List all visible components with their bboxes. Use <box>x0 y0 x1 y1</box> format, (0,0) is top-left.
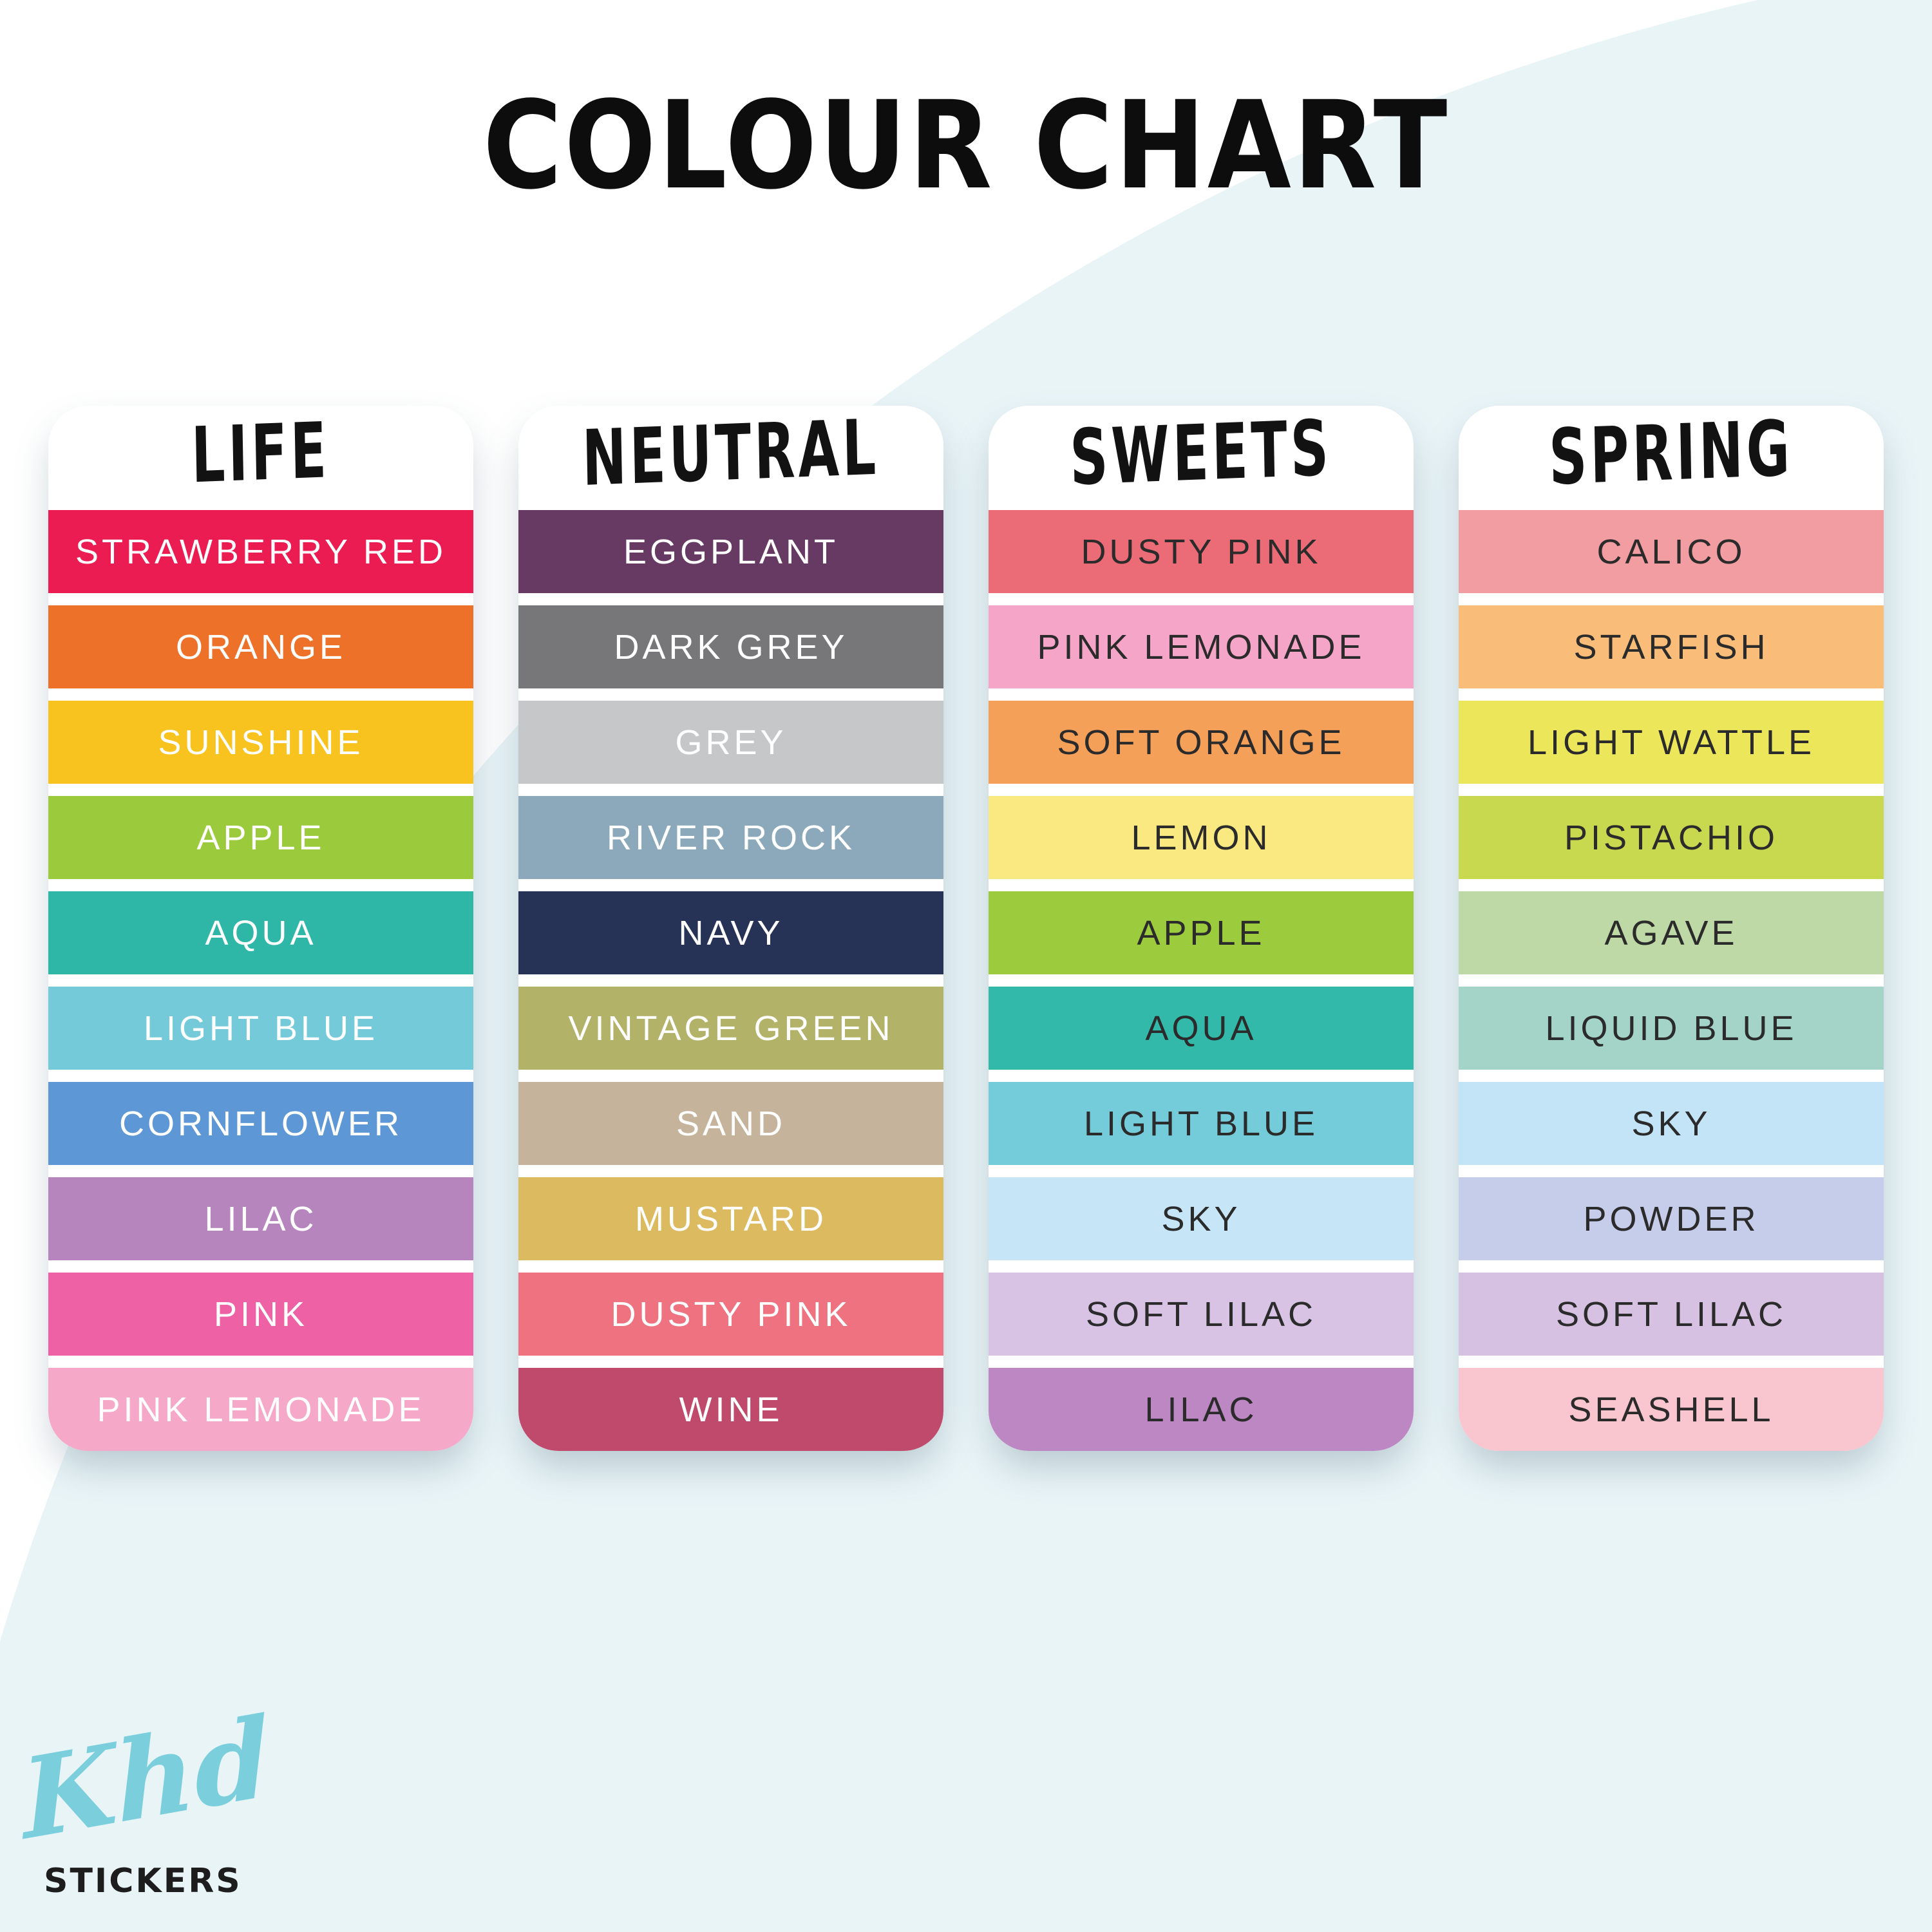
swatch-label: SKY <box>1631 1104 1711 1143</box>
colour-swatch: NAVY <box>518 891 943 974</box>
colour-group-card: SWEETS DUSTY PINK PINK LEMONADE SOFT ORA… <box>989 406 1414 1451</box>
colour-swatch: DUSTY PINK <box>989 510 1414 593</box>
swatch-list: STRAWBERRY RED ORANGE SUNSHINE APPLE AQU… <box>48 510 473 1451</box>
colour-swatch: SOFT ORANGE <box>989 701 1414 784</box>
swatch-label: CORNFLOWER <box>119 1104 402 1143</box>
colour-swatch: SAND <box>518 1082 943 1165</box>
colour-group-header: LIFE <box>190 406 331 500</box>
colour-swatch: DUSTY PINK <box>518 1273 943 1356</box>
colour-swatch: LILAC <box>48 1177 473 1260</box>
swatch-label: LIGHT BLUE <box>1083 1104 1319 1143</box>
colour-swatch: DARK GREY <box>518 605 943 688</box>
colour-swatch: RIVER ROCK <box>518 796 943 879</box>
swatch-label: LIQUID BLUE <box>1545 1009 1797 1048</box>
colour-chart-grid: LIFE STRAWBERRY RED ORANGE SUNSHINE APPL… <box>48 406 1884 1451</box>
colour-group-header: NEUTRAL <box>581 406 880 504</box>
colour-swatch: SOFT LILAC <box>989 1273 1414 1356</box>
swatch-label: LIGHT WATTLE <box>1527 723 1815 762</box>
colour-swatch: LIGHT BLUE <box>989 1082 1414 1165</box>
colour-swatch: AQUA <box>48 891 473 974</box>
swatch-label: AQUA <box>1145 1009 1257 1048</box>
colour-swatch: PINK <box>48 1273 473 1356</box>
swatch-label: MUSTARD <box>635 1199 827 1238</box>
brand-logo: Khd STICKERS <box>18 1692 277 1900</box>
colour-swatch: AGAVE <box>1459 891 1884 974</box>
swatch-label: ORANGE <box>175 627 346 667</box>
colour-swatch: EGGPLANT <box>518 510 943 593</box>
swatch-label: DARK GREY <box>614 627 848 667</box>
colour-swatch: PISTACHIO <box>1459 796 1884 879</box>
colour-swatch: APPLE <box>48 796 473 879</box>
swatch-label: WINE <box>679 1390 783 1429</box>
swatch-label: STRAWBERRY RED <box>75 532 447 571</box>
swatch-list: DUSTY PINK PINK LEMONADE SOFT ORANGE LEM… <box>989 510 1414 1451</box>
colour-swatch: AQUA <box>989 987 1414 1070</box>
swatch-list: CALICO STARFISH LIGHT WATTLE PISTACHIO A… <box>1459 510 1884 1451</box>
colour-group-card: SPRING CALICO STARFISH LIGHT WATTLE PIST… <box>1459 406 1884 1451</box>
colour-swatch: LEMON <box>989 796 1414 879</box>
swatch-label: POWDER <box>1583 1199 1759 1238</box>
colour-swatch: APPLE <box>989 891 1414 974</box>
swatch-label: RIVER ROCK <box>606 818 856 857</box>
colour-swatch: SKY <box>989 1177 1414 1260</box>
colour-swatch: LIGHT BLUE <box>48 987 473 1070</box>
colour-swatch: SKY <box>1459 1082 1884 1165</box>
swatch-label: NAVY <box>678 913 784 952</box>
swatch-label: LILAC <box>204 1199 317 1238</box>
swatch-label: SOFT LILAC <box>1085 1294 1317 1334</box>
colour-swatch: STARFISH <box>1459 605 1884 688</box>
swatch-list: EGGPLANT DARK GREY GREY RIVER ROCK NAVY … <box>518 510 943 1451</box>
colour-group-header: SPRING <box>1548 406 1794 502</box>
logo-script-khd: Khd <box>17 1692 274 1866</box>
colour-swatch: SEASHELL <box>1459 1368 1884 1451</box>
swatch-label: AGAVE <box>1604 913 1738 952</box>
swatch-label: PINK LEMONADE <box>1037 627 1365 667</box>
colour-swatch: POWDER <box>1459 1177 1884 1260</box>
colour-swatch: CALICO <box>1459 510 1884 593</box>
colour-swatch: PINK LEMONADE <box>989 605 1414 688</box>
swatch-label: STARFISH <box>1573 627 1769 667</box>
colour-swatch: SUNSHINE <box>48 701 473 784</box>
colour-swatch: VINTAGE GREEN <box>518 987 943 1070</box>
colour-swatch: WINE <box>518 1368 943 1451</box>
swatch-label: CALICO <box>1596 532 1746 571</box>
colour-group-card: NEUTRAL EGGPLANT DARK GREY GREY RIVER RO… <box>518 406 943 1451</box>
swatch-label: LEMON <box>1131 818 1271 857</box>
colour-group-card: LIFE STRAWBERRY RED ORANGE SUNSHINE APPL… <box>48 406 473 1451</box>
swatch-label: DUSTY PINK <box>1081 532 1321 571</box>
logo-sub-stickers: STICKERS <box>44 1862 242 1900</box>
colour-swatch: LIQUID BLUE <box>1459 987 1884 1070</box>
swatch-label: EGGPLANT <box>623 532 839 571</box>
swatch-label: APPLE <box>196 818 325 857</box>
colour-swatch: LILAC <box>989 1368 1414 1451</box>
swatch-label: SAND <box>676 1104 786 1143</box>
swatch-label: PISTACHIO <box>1564 818 1779 857</box>
colour-swatch: STRAWBERRY RED <box>48 510 473 593</box>
swatch-label: VINTAGE GREEN <box>568 1009 894 1048</box>
colour-swatch: MUSTARD <box>518 1177 943 1260</box>
colour-group-header: SWEETS <box>1069 406 1333 503</box>
colour-swatch: GREY <box>518 701 943 784</box>
colour-swatch: LIGHT WATTLE <box>1459 701 1884 784</box>
swatch-label: LILAC <box>1144 1390 1258 1429</box>
swatch-label: AQUA <box>205 913 317 952</box>
colour-swatch: SOFT LILAC <box>1459 1273 1884 1356</box>
swatch-label: SEASHELL <box>1568 1390 1774 1429</box>
swatch-label: SUNSHINE <box>158 723 364 762</box>
swatch-label: PINK <box>213 1294 308 1334</box>
colour-swatch: ORANGE <box>48 605 473 688</box>
swatch-label: GREY <box>675 723 787 762</box>
swatch-label: SOFT LILAC <box>1555 1294 1787 1334</box>
swatch-label: SKY <box>1161 1199 1241 1238</box>
swatch-label: DUSTY PINK <box>611 1294 851 1334</box>
colour-swatch: PINK LEMONADE <box>48 1368 473 1451</box>
swatch-label: SOFT ORANGE <box>1057 723 1345 762</box>
swatch-label: LIGHT BLUE <box>143 1009 379 1048</box>
colour-swatch: CORNFLOWER <box>48 1082 473 1165</box>
page-title: COLOUR CHART <box>482 75 1450 216</box>
swatch-label: PINK LEMONADE <box>97 1390 425 1429</box>
swatch-label: APPLE <box>1137 913 1265 952</box>
